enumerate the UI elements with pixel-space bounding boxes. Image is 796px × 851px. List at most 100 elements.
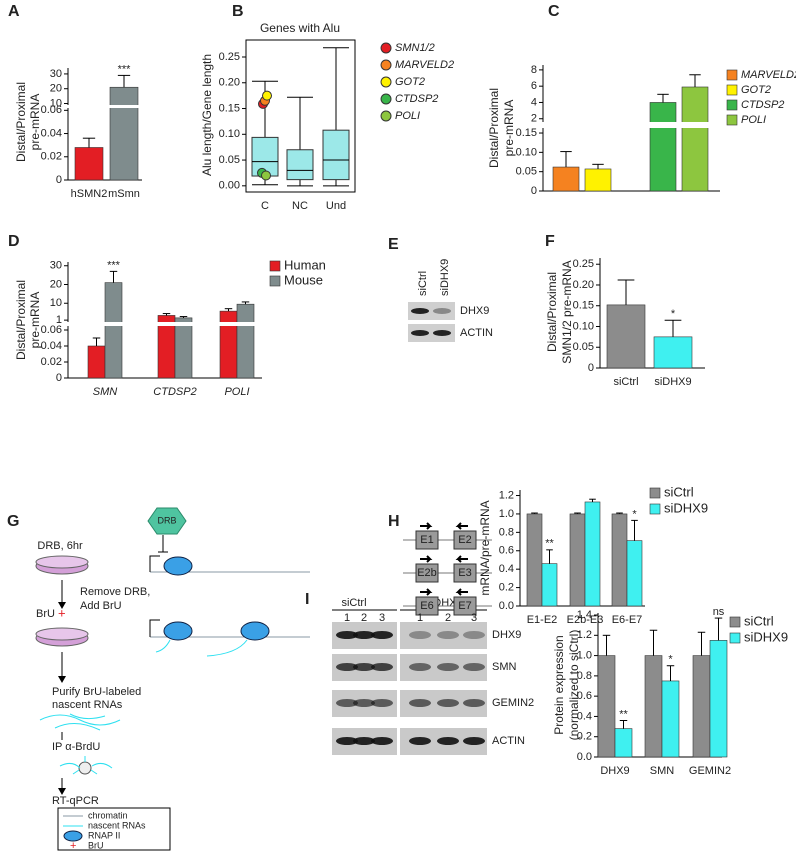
blot-band — [353, 663, 375, 671]
x-tick-label: E2b-E3 — [567, 614, 604, 626]
ip-complex — [59, 756, 113, 775]
y-tick-label: 0.0 — [577, 751, 592, 763]
legend-rnap — [63, 830, 83, 842]
x-tick-label: mSmn — [108, 188, 140, 200]
arrow-head — [58, 788, 66, 795]
legend-swatch — [380, 42, 392, 54]
bar — [653, 336, 693, 369]
y-tick-label: 0.10 — [573, 320, 594, 332]
y-axis-label: pre-mRNA — [28, 292, 42, 349]
exon-label: E2b — [417, 567, 437, 579]
y-tick-label: 0.00 — [219, 180, 240, 192]
legend-label: POLI — [395, 110, 420, 122]
bar — [87, 345, 106, 379]
bar — [692, 655, 711, 758]
x-tick-label: E1-E2 — [527, 614, 558, 626]
y-tick-label: 0 — [56, 174, 62, 186]
y-tick-label: 0.02 — [41, 151, 62, 163]
y-tick-label: 0.04 — [41, 340, 62, 352]
y-axis-label: pre-mRNA — [28, 94, 42, 151]
x-tick-label: CTDSP2 — [153, 386, 196, 398]
bar — [552, 166, 580, 192]
significance: * — [671, 308, 676, 320]
y-axis-label: Distal/Proximal — [487, 88, 501, 168]
y-tick-label: 0.06 — [41, 104, 62, 116]
blot-band — [437, 663, 459, 671]
exon — [453, 563, 477, 583]
legend-swatch — [380, 76, 392, 88]
label: BrU — [36, 608, 55, 620]
bar — [584, 501, 601, 607]
primer — [420, 588, 468, 596]
rnap — [240, 621, 270, 641]
row-label: DHX9 — [460, 305, 489, 317]
bar — [644, 655, 663, 758]
legend-bru: + — [70, 840, 76, 851]
blot-band — [409, 631, 431, 639]
chart-title: Genes with Alu — [260, 21, 340, 35]
legend-label: GOT2 — [741, 84, 771, 96]
x-tick-label: NC — [292, 200, 308, 212]
x-tick-label: C — [261, 200, 269, 212]
significance: ** — [545, 538, 554, 550]
blot-band — [371, 631, 393, 639]
lane-number: 2 — [361, 612, 367, 624]
x-tick-label: DHX9 — [600, 765, 629, 777]
y-tick-label: 0.4 — [499, 563, 514, 575]
y-tick-label: 10 — [50, 297, 62, 309]
y-axis-label: SMN1/2 pre-mRNA — [560, 260, 574, 363]
y-tick-label: 8 — [531, 64, 537, 76]
primer — [420, 555, 468, 563]
legend-label: nascent RNAs — [88, 820, 146, 830]
y-axis-label: Protein expression — [552, 635, 566, 734]
rnap — [163, 621, 193, 641]
lane-label: siDHX9 — [439, 259, 451, 296]
legend-label: CTDSP2 — [395, 93, 438, 105]
blot-band — [411, 308, 429, 314]
x-tick-label: SMN — [93, 386, 118, 398]
legend-label: BrU — [88, 840, 104, 850]
y-axis-label: Distal/Proximal — [14, 82, 28, 162]
y-tick-label: 0.05 — [573, 341, 594, 353]
exon-label: E6 — [420, 600, 433, 612]
y-tick-label: 0.15 — [573, 300, 594, 312]
blot-band — [463, 699, 485, 707]
dish-top — [35, 627, 89, 641]
arrow-head — [58, 602, 66, 609]
y-tick-label: 1 — [56, 314, 62, 326]
panel-letter: G — [7, 513, 19, 530]
y-tick-label: 6 — [531, 80, 537, 92]
bar — [626, 540, 643, 607]
y-axis-label: pre-mRNA — [502, 100, 516, 157]
x-tick-label: POLI — [224, 386, 249, 398]
panel-letter: H — [388, 513, 400, 530]
y-axis-label: Distal/Proximal — [545, 272, 559, 352]
y-tick-label: 0.02 — [41, 356, 62, 368]
blot-band — [409, 663, 431, 671]
step-label: Purify BrU-labeled — [52, 686, 141, 698]
blot-band — [371, 737, 393, 745]
blot-band — [411, 330, 429, 336]
blot-band — [433, 330, 451, 336]
y-axis-label: Alu length/Gene length — [200, 54, 214, 176]
legend-label: GOT2 — [395, 76, 425, 88]
step-label: nascent RNAs — [52, 699, 123, 711]
exon-label: E3 — [458, 567, 471, 579]
legend-label: siDHX9 — [664, 500, 708, 515]
legend-swatch — [726, 99, 738, 111]
y-tick-label: 0.10 — [219, 128, 240, 140]
blot-band — [336, 631, 358, 639]
y-tick-label: 20 — [50, 83, 62, 95]
y-tick-label: 0.05 — [516, 166, 537, 178]
panel-letter: E — [388, 236, 399, 253]
y-tick-label: 0.6 — [499, 545, 514, 557]
legend-swatch — [269, 275, 281, 287]
nascent-rna — [206, 639, 248, 657]
blot-band — [437, 737, 459, 745]
y-tick-label: 30 — [50, 260, 62, 272]
legend-label: siDHX9 — [744, 629, 788, 644]
bar — [661, 680, 680, 758]
plot-frame — [245, 39, 356, 193]
legend-swatch — [729, 616, 741, 628]
row-label: ACTIN — [492, 735, 525, 747]
